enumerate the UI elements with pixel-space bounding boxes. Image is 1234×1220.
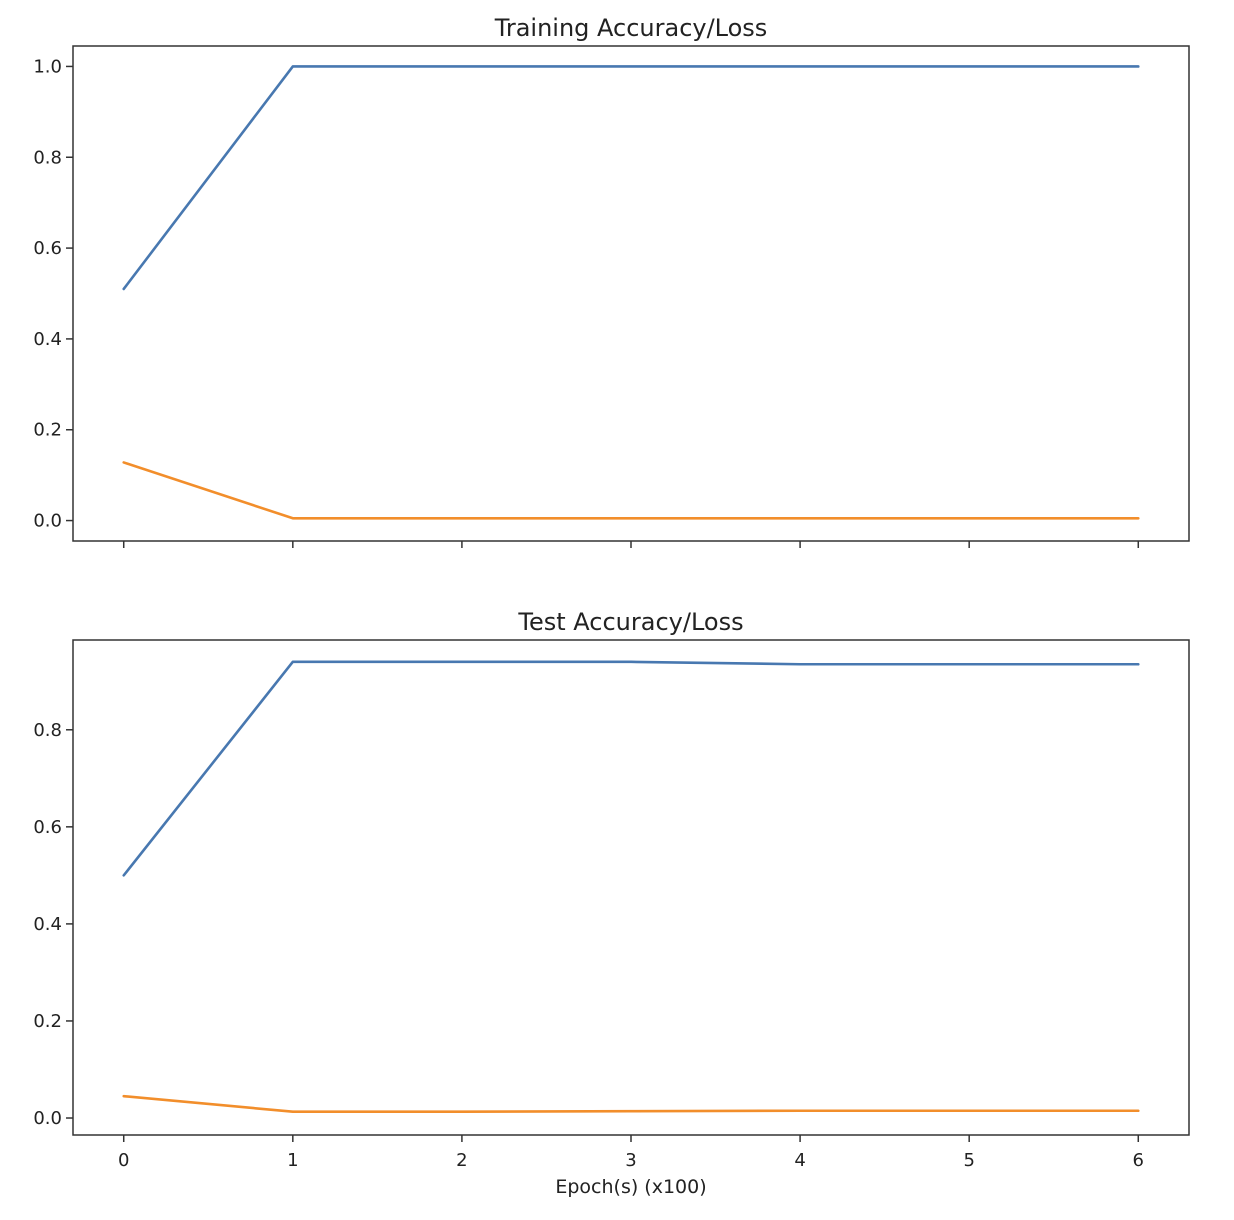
x-tick-label: 2 [456, 1150, 467, 1171]
x-tick-label: 6 [1133, 1150, 1144, 1171]
plot-frame [72, 45, 1190, 542]
y-tick-label: 0.6 [33, 817, 62, 838]
y-tick-label: 0.8 [33, 147, 62, 168]
y-tick-label: 0.4 [33, 914, 62, 935]
chart-panel-0: Training Accuracy/Loss 0.0 0.2 0.4 0.6 0.8 1.0 [33, 14, 1190, 548]
y-tick-label: 0.6 [33, 238, 62, 259]
chart-title: Test Accuracy/Loss [517, 608, 743, 636]
x-tick-label: 0 [118, 1150, 129, 1171]
x-tick-label: 5 [963, 1150, 974, 1171]
plot-frame [72, 639, 1190, 1136]
chart-title: Training Accuracy/Loss [494, 14, 768, 42]
y-tick-label: 1.0 [33, 56, 62, 77]
x-tick-label: 1 [287, 1150, 298, 1171]
series-line-1 [122, 461, 1140, 520]
y-tick-label: 0.2 [33, 1011, 62, 1032]
y-tick-label: 0.4 [33, 329, 62, 350]
y-tick-label: 0.2 [33, 420, 62, 441]
y-tick-label: 0.0 [33, 511, 62, 532]
chart-panel-1: Test Accuracy/Loss 0.0 0.2 0.4 0.6 0.8 0 1 2 3 4 5 6… [33, 608, 1190, 1198]
y-tick-label: 0.0 [33, 1108, 62, 1129]
x-axis-label: Epoch(s) (x100) [555, 1176, 706, 1198]
series-line-0 [122, 65, 1140, 291]
series-line-0 [122, 660, 1140, 877]
y-tick-label: 0.8 [33, 720, 62, 741]
x-tick-label: 4 [794, 1150, 805, 1171]
x-tick-label: 3 [625, 1150, 636, 1171]
series-line-1 [122, 1094, 1140, 1114]
